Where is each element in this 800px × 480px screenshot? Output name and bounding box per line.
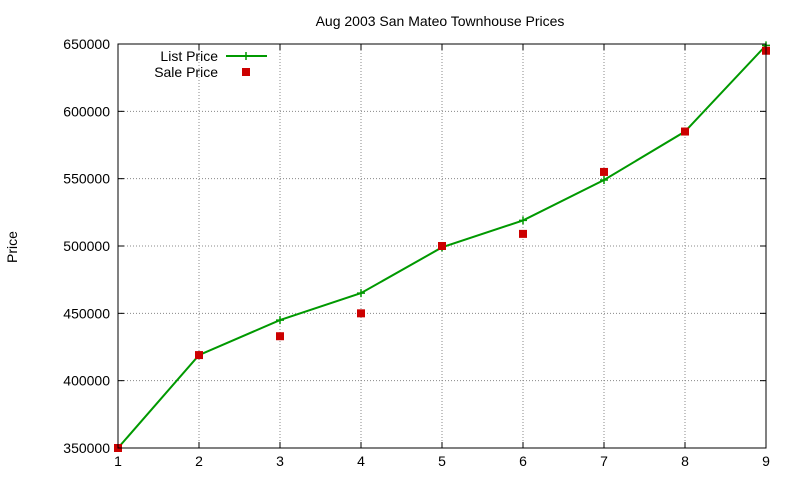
data-point-square [357, 309, 365, 318]
data-point-square [600, 167, 608, 176]
legend-marker-plus [242, 52, 250, 60]
x-tick-label: 5 [438, 453, 446, 469]
y-tick-label: 600000 [63, 103, 110, 119]
x-tick-label: 8 [681, 453, 689, 469]
y-tick-label: 650000 [63, 36, 110, 52]
y-tick-label: 450000 [63, 305, 110, 321]
y-axis-label: Price [4, 231, 20, 263]
data-point-square [276, 332, 284, 341]
x-tick-label: 4 [357, 453, 365, 469]
y-tick-label: 550000 [63, 171, 110, 187]
data-point-plus [519, 216, 527, 225]
data-point-square [195, 351, 203, 360]
x-tick-label: 6 [519, 453, 527, 469]
data-point-plus [276, 316, 284, 325]
data-point-square [519, 229, 527, 238]
legend-marker-square [242, 68, 250, 76]
data-point-square [438, 242, 446, 250]
data-point-square [681, 127, 689, 136]
chart-title: Aug 2003 San Mateo Townhouse Prices [316, 13, 565, 29]
x-tick-label: 2 [195, 453, 203, 469]
x-tick-label: 3 [276, 453, 284, 469]
x-tick-label: 9 [762, 453, 770, 469]
plot-frame [117, 43, 767, 449]
y-tick-label: 500000 [63, 238, 110, 254]
axis-ticks: 1 2 3 4 5 6 7 8 9 350000 400000 450000 500000 550000 6… [63, 36, 770, 469]
data-point-plus [357, 289, 365, 298]
legend-label: List Price [160, 48, 218, 64]
y-tick-label: 400000 [63, 373, 110, 389]
plot-series [114, 41, 770, 452]
data-point-plus [600, 176, 608, 185]
legend-label: Sale Price [154, 64, 218, 80]
x-tick-label: 7 [600, 453, 608, 469]
x-tick-label: 1 [114, 453, 122, 469]
y-tick-label: 350000 [63, 440, 110, 456]
